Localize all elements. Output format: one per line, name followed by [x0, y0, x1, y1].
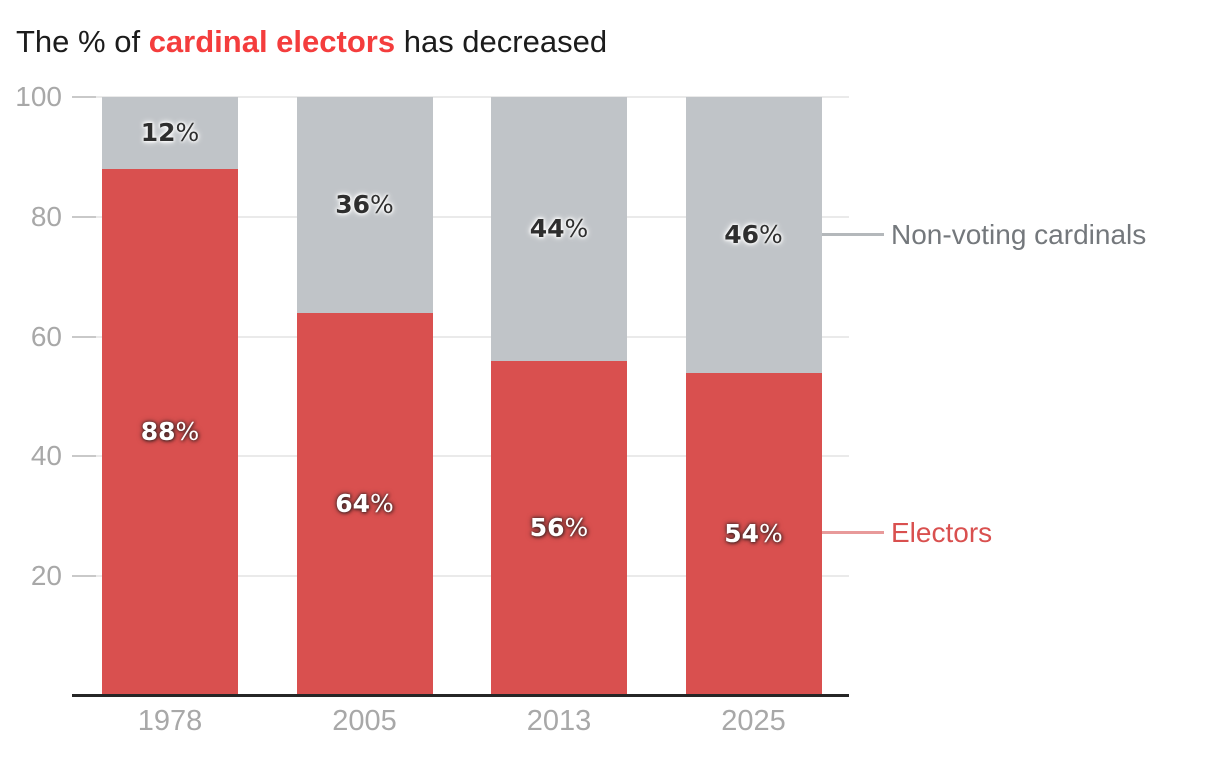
value-label-electors-2013: 56%	[529, 513, 589, 543]
value-label-electors-1978: 88%	[140, 417, 200, 447]
chart-title: The % of cardinal electors has decreased	[16, 24, 607, 60]
x-axis-label-1978: 1978	[137, 705, 203, 737]
y-tickmark-60	[72, 335, 96, 338]
value-label-electors-2025: 54%	[724, 519, 783, 549]
bar-2013: 44% 56%	[491, 97, 627, 696]
bar-segment-electors-2005	[296, 312, 433, 696]
bar-segment-non-voting-2025	[685, 97, 822, 373]
y-tickmark-40	[72, 455, 96, 458]
gridline-80	[72, 215, 849, 218]
value-label-electors-2005: 64%	[335, 489, 394, 519]
bar-segment-electors-2013	[491, 360, 627, 696]
legend-label-electors: Electors	[891, 517, 993, 548]
legend-label-non-voting-cardinals: Non-voting cardinals	[891, 219, 1147, 250]
y-axis-label-40: 40	[30, 440, 62, 472]
gridline-100	[72, 96, 849, 98]
gridline-60	[72, 335, 849, 338]
x-axis-label-2005: 2005	[332, 705, 397, 737]
y-axis-label-20: 20	[30, 560, 62, 592]
value-label-non-voting-2025: 46%	[724, 219, 783, 249]
chart-title-highlight: cardinal electors	[148, 24, 396, 59]
y-tickmark-80	[72, 215, 96, 218]
y-axis-label-100: 100	[15, 81, 62, 112]
y-axis-label-60: 60	[30, 320, 62, 352]
gridline-20	[72, 575, 849, 578]
legend-line-non-voting-cardinals	[822, 233, 884, 236]
y-axis-label-80: 80	[30, 200, 62, 232]
x-axis-label-2013: 2013	[526, 705, 592, 737]
value-label-non-voting-2013: 44%	[529, 213, 589, 243]
chart-title-suffix: has decreased	[395, 24, 608, 59]
legend-line-electors	[822, 531, 884, 534]
y-tickmark-20	[72, 575, 96, 578]
bar-2005: 36% 64%	[296, 97, 433, 696]
value-label-non-voting-1978: 12%	[140, 117, 200, 147]
bar-segment-electors-1978	[102, 168, 238, 696]
gridline-40	[72, 455, 849, 458]
plot-area: 12% 88% 36% 64% 44% 56% 46% 54%	[72, 96, 849, 696]
bar-segment-electors-2025	[685, 372, 822, 696]
x-axis-baseline	[72, 694, 849, 697]
y-tickmark-100	[72, 96, 96, 98]
value-label-non-voting-2005: 36%	[335, 189, 394, 219]
bar-segment-non-voting-1978	[102, 97, 238, 169]
bar-segment-non-voting-2005	[296, 97, 433, 313]
bar-2025: 46% 54%	[685, 97, 822, 696]
bar-segment-non-voting-2013	[491, 97, 627, 361]
chart-title-prefix: The % of	[16, 24, 149, 59]
x-axis-label-2025: 2025	[721, 705, 786, 737]
bar-1978: 12% 88%	[102, 97, 238, 696]
